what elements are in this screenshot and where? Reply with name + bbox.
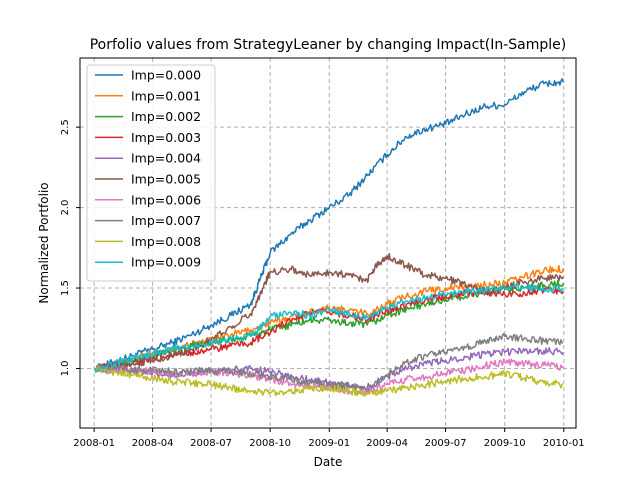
series-line-Imp=0.009 (94, 283, 564, 373)
x-tick-label: 2008-07 (190, 438, 232, 449)
chart-title: Porfolio values from StrategyLeaner by c… (90, 37, 567, 53)
x-tick-label: 2008-01 (73, 438, 115, 449)
legend-entry: Imp=0.000 (131, 68, 201, 83)
y-tick-label: 2.0 (60, 200, 71, 216)
legend-entry: Imp=0.003 (131, 130, 201, 145)
y-axis-label: Normalized Portfolio (37, 182, 51, 303)
y-tick-label: 1.5 (60, 280, 71, 296)
series-line-Imp=0.008 (94, 365, 564, 397)
plot-frame (79, 57, 577, 429)
x-tick-label: 2009-07 (425, 438, 467, 449)
legend-entry: Imp=0.008 (131, 234, 201, 249)
legend-entry: Imp=0.001 (131, 88, 201, 103)
series-lines (94, 78, 564, 397)
legend: Imp=0.000 Imp=0.001 Imp=0.002 Imp=0.003 Imp=… (86, 64, 216, 282)
series-line-Imp=0.005 (94, 252, 564, 373)
y-tick-label: 1.0 (60, 361, 71, 377)
legend-entry: Imp=0.004 (131, 151, 201, 166)
x-tick-label: 2009-01 (308, 438, 350, 449)
x-tick-label: 2009-04 (366, 438, 408, 449)
legend-box (86, 64, 216, 282)
x-axis-label: Date (314, 455, 343, 469)
legend-entry: Imp=0.009 (131, 255, 201, 270)
legend-entry: Imp=0.006 (131, 192, 201, 207)
legend-entry: Imp=0.007 (131, 213, 201, 228)
legend-entry: Imp=0.005 (131, 172, 201, 187)
series-line-Imp=0.007 (94, 332, 564, 391)
x-tick-label: 2009-10 (484, 438, 526, 449)
y-tick-label: 2.5 (60, 119, 71, 135)
x-tick-label: 2008-04 (132, 438, 174, 449)
x-tick-label: 2010-01 (543, 438, 585, 449)
series-line-Imp=0.000 (94, 78, 564, 373)
legend-entry: Imp=0.002 (131, 109, 201, 124)
axis-ticks: 2008-01 2008-04 2008-07 2008-10 2009-01 2009-… (60, 119, 585, 449)
x-tick-label: 2008-10 (249, 438, 291, 449)
